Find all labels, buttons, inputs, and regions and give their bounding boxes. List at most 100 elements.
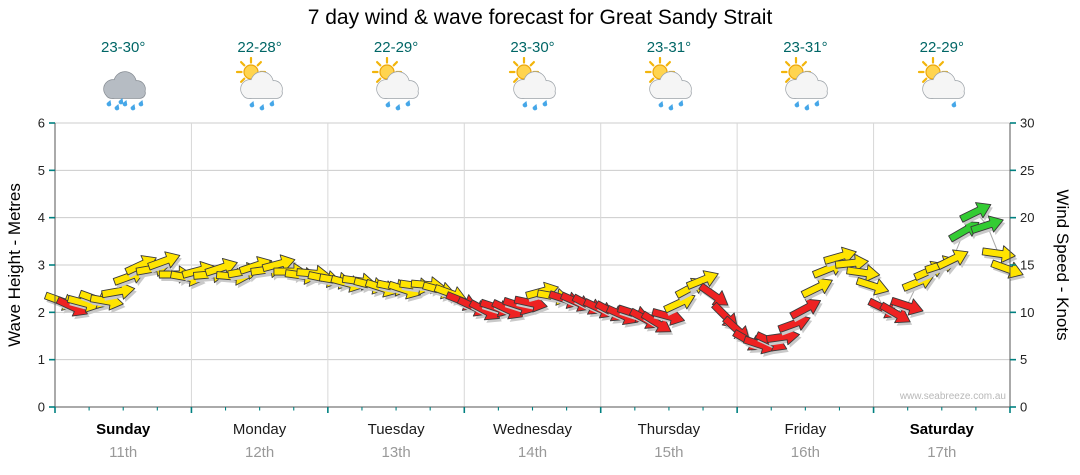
left-axis-tick-label: 3	[38, 258, 45, 273]
weather-icon-svg	[371, 56, 419, 111]
raindrop	[405, 100, 411, 107]
day-temp: 23-31°	[783, 39, 828, 56]
left-axis-tick-label: 5	[38, 163, 45, 178]
day-temp: 22-29°	[373, 39, 419, 56]
day-temp: 23-30°	[101, 39, 146, 56]
raindrop	[122, 100, 128, 107]
day-date: 11th	[109, 444, 138, 461]
sun-ray	[785, 77, 791, 83]
wind-arrow	[959, 202, 992, 223]
wind-arrow	[879, 301, 911, 324]
raindrop	[269, 100, 274, 107]
sun-ray	[256, 60, 262, 67]
weather-icon-sun-cloud-rain	[776, 56, 834, 113]
sun-ray	[529, 60, 535, 67]
day-name: Saturday	[909, 421, 974, 438]
sun-ray	[801, 60, 808, 67]
wind-arrow	[640, 310, 672, 333]
raindrop	[951, 101, 957, 108]
day-date: 13th	[381, 444, 411, 461]
left-axis-tick-label: 4	[38, 210, 45, 225]
weather-icon-sun-cloud-drizzle	[913, 56, 971, 113]
raindrop	[249, 101, 254, 108]
day-name: Friday	[784, 421, 827, 438]
wind-arrow	[890, 296, 924, 316]
sun-ray	[392, 60, 399, 67]
weather-icon-sun-cloud-rain	[231, 56, 289, 113]
right-axis-label: Wind Speed - Knots	[1053, 189, 1072, 341]
day-temp: 22-28°	[237, 39, 282, 56]
raindrop	[815, 100, 820, 107]
wind-arrow	[846, 264, 881, 283]
sun-ray	[512, 60, 518, 67]
raindrop	[678, 100, 684, 107]
weather-icon-svg	[917, 56, 965, 108]
raindrop	[658, 101, 664, 108]
cloud	[922, 71, 965, 99]
weather-icon-rain	[94, 57, 152, 113]
sun-ray	[648, 77, 655, 83]
cloud	[512, 71, 556, 99]
raindrop	[522, 101, 527, 108]
sun-ray	[239, 60, 245, 67]
raindrop	[542, 100, 547, 107]
day-date: 12th	[244, 444, 275, 461]
raindrop	[385, 101, 391, 108]
watermark: www.seabreeze.com.au	[899, 391, 1006, 402]
wind-arrow	[789, 298, 822, 320]
day-temp: 22-29°	[919, 39, 964, 56]
day-temp: 23-31°	[646, 39, 692, 56]
day-temp: 23-30°	[510, 39, 555, 56]
raindrop	[668, 104, 674, 111]
wind-arrow	[698, 282, 729, 306]
cloud	[785, 71, 829, 99]
day-name: Sunday	[96, 421, 151, 438]
right-axis-tick-label: 10	[1020, 305, 1034, 320]
wind-arrow	[936, 249, 969, 270]
sun-ray	[376, 77, 382, 83]
wind-arrow	[147, 251, 181, 271]
sun-ray	[921, 77, 928, 83]
wind-arrow	[685, 270, 719, 290]
weather-icon-svg	[781, 56, 829, 111]
cloud	[376, 71, 419, 99]
day-date: 14th	[517, 444, 548, 461]
right-axis-tick-label: 30	[1020, 116, 1034, 131]
raindrop	[118, 98, 124, 105]
left-axis-tick-label: 6	[38, 116, 45, 131]
raindrop	[395, 104, 401, 111]
day-name: Thursday	[637, 421, 701, 438]
left-axis-tick-label: 1	[38, 352, 45, 367]
wind-arrow	[834, 253, 869, 272]
raindrop	[114, 104, 120, 111]
raindrop	[130, 104, 136, 111]
sun-ray	[239, 77, 245, 83]
sun-ray	[785, 60, 791, 67]
left-axis-tick-label: 0	[38, 400, 45, 415]
wind-arrow	[970, 215, 1004, 234]
day-name: Monday	[232, 421, 287, 438]
left-axis-tick-label: 2	[38, 305, 45, 320]
day-name: Tuesday	[367, 421, 425, 438]
sun-ray	[648, 60, 655, 67]
raindrop	[805, 104, 810, 111]
sun-ray	[376, 60, 382, 67]
sun-ray	[665, 60, 671, 67]
weather-icon-svg	[103, 71, 146, 111]
day-name: Wednesday	[493, 421, 572, 438]
right-axis-tick-label: 5	[1020, 352, 1027, 367]
wind-arrow	[981, 245, 1016, 264]
weather-icon-sun-cloud-rain	[504, 56, 562, 113]
weather-icon-svg	[508, 56, 556, 111]
raindrop	[138, 100, 144, 107]
weather-icon-svg	[235, 56, 283, 111]
wind-arrow	[800, 277, 833, 299]
cloud	[103, 71, 146, 99]
cloud	[239, 71, 283, 99]
raindrop	[259, 104, 264, 111]
wind-arrow	[855, 277, 890, 296]
day-date: 15th	[654, 444, 684, 461]
weather-icon-svg	[644, 56, 692, 111]
